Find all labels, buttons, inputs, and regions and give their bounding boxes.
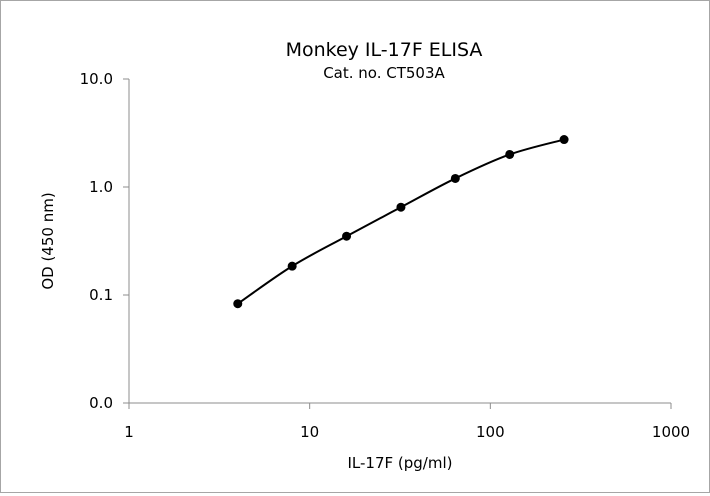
chart-title: Monkey IL-17F ELISA <box>286 39 483 61</box>
data-point <box>396 202 406 212</box>
x-tick-label: 1000 <box>652 423 690 441</box>
data-point <box>450 173 460 183</box>
y-tick-label: 1.0 <box>89 178 113 196</box>
x-axis-label: IL-17F (pg/ml) <box>348 454 453 472</box>
data-point <box>287 261 297 271</box>
data-point <box>233 299 243 309</box>
x-axis-ticks: 1 10 100 1000 <box>124 403 690 441</box>
y-axis-ticks: 0.0 0.1 1.0 10.0 <box>80 70 129 412</box>
y-tick-label: 10.0 <box>80 70 113 88</box>
x-tick-label: 1 <box>124 423 134 441</box>
chart-subtitle: Cat. no. CT503A <box>323 64 445 82</box>
y-tick-label: 0.0 <box>89 394 113 412</box>
y-axis-label: OD (450 nm) <box>39 192 57 289</box>
series-group <box>233 135 569 309</box>
y-tick-label: 0.1 <box>89 286 113 304</box>
data-point <box>559 135 569 145</box>
series-line <box>237 138 565 305</box>
data-point <box>342 231 352 241</box>
x-tick-label: 10 <box>300 423 319 441</box>
data-point <box>505 149 515 159</box>
x-tick-label: 100 <box>476 423 505 441</box>
